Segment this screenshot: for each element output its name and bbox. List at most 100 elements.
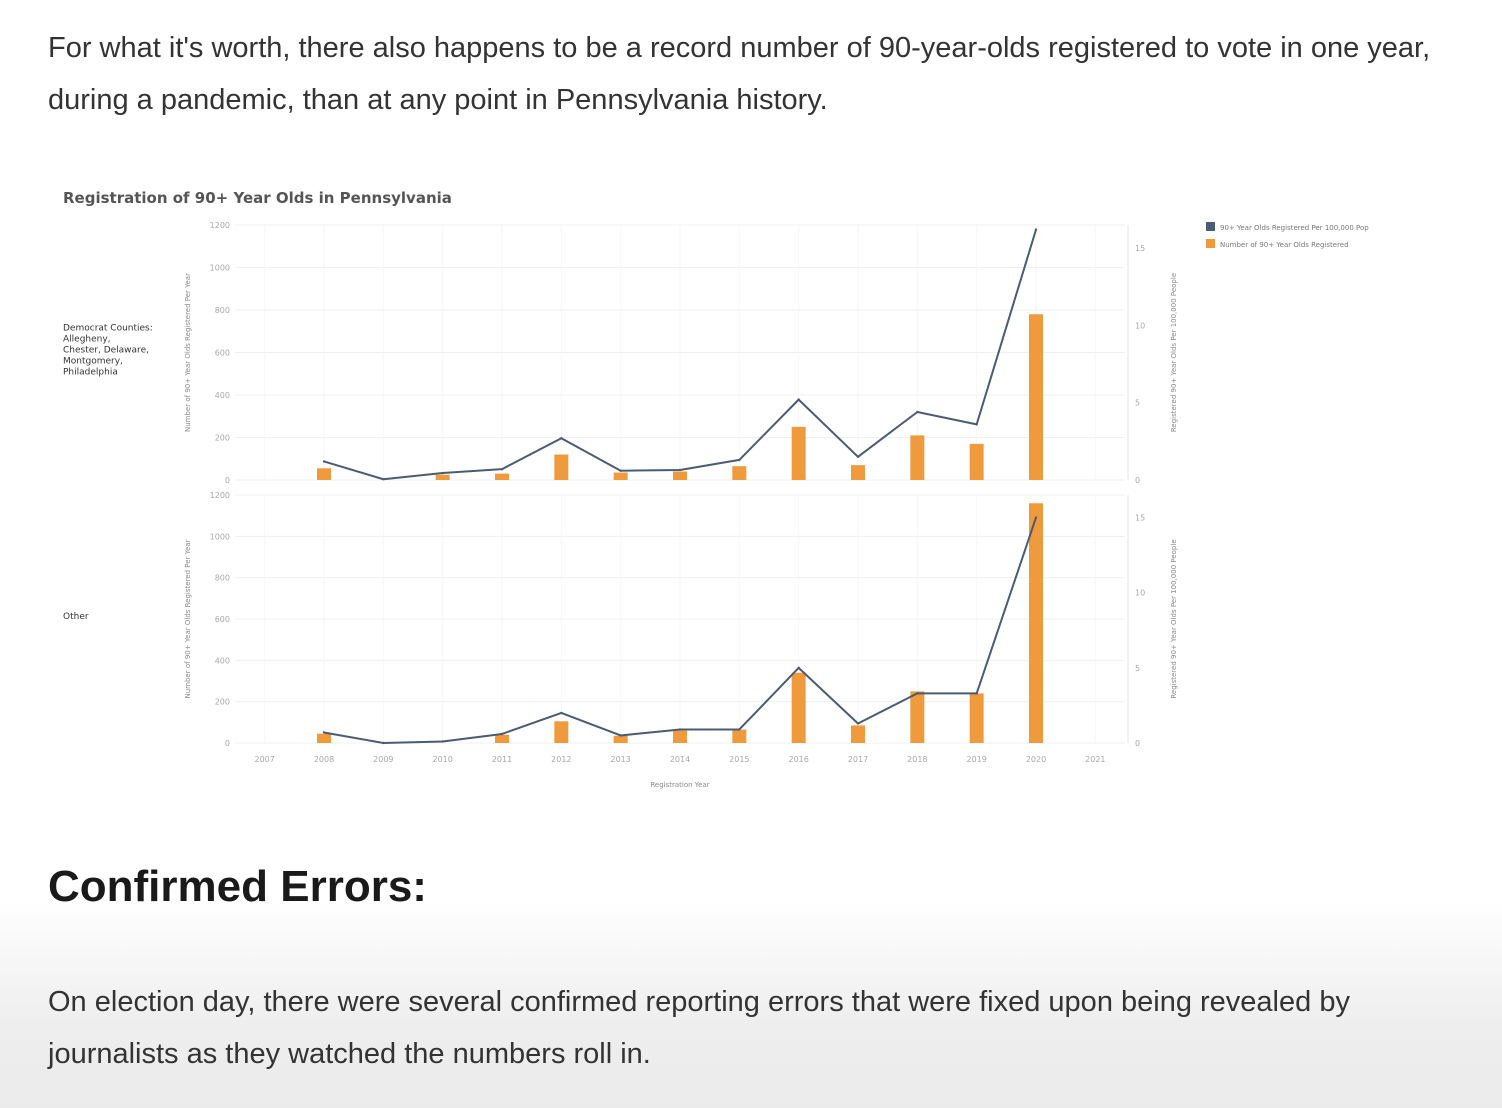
bar	[673, 730, 687, 743]
bar	[732, 729, 747, 743]
bar	[495, 473, 509, 480]
y-tick-label: 600	[215, 615, 230, 624]
panel-label: Other	[63, 612, 89, 622]
x-tick-label: 2014	[670, 755, 690, 764]
line-point	[322, 460, 326, 463]
y-tick-label: 400	[215, 391, 230, 400]
panel-label-line: Philadelphia	[63, 368, 118, 378]
bar	[910, 435, 925, 480]
bar	[1029, 503, 1043, 743]
y-tick-label: 400	[215, 656, 230, 665]
bar	[791, 426, 806, 480]
bar	[732, 466, 747, 480]
line-point	[916, 692, 919, 695]
line-point	[382, 478, 385, 481]
bar	[969, 443, 984, 480]
line-point	[916, 410, 919, 414]
bar	[613, 735, 628, 743]
legend-entry: Number of 90+ Year Olds Registered	[1220, 241, 1349, 249]
panel-label-line: Chester, Delaware,	[63, 346, 149, 356]
line-point	[560, 437, 563, 440]
bar	[1029, 314, 1043, 480]
chart-figure: Registration of 90+ Year Olds in Pennsyl…	[0, 170, 1502, 810]
panel-label: Democrat Counties: Allegheny, Chester, Del…	[63, 324, 153, 378]
bar	[673, 471, 687, 480]
line-point	[738, 728, 741, 731]
x-tick-label: 2013	[610, 755, 630, 764]
bar	[554, 721, 569, 743]
y2-axis-label: Registered 90+ Year Olds Per 100,000 Peo…	[1170, 273, 1178, 432]
line-point	[856, 722, 860, 725]
y-axis-label: Number of 90+ Year Olds Registered Per Y…	[184, 539, 192, 698]
line-point	[797, 398, 800, 401]
bottom-fade	[0, 900, 1502, 1108]
panel-label-line: Allegheny,	[63, 335, 111, 345]
y2-tick-label: 10	[1135, 321, 1145, 330]
x-tick-label: 2018	[907, 755, 927, 764]
line-point	[560, 711, 563, 715]
line-point	[441, 740, 444, 743]
x-axis-label: Registration Year	[650, 781, 709, 789]
y-tick-label: 1200	[210, 221, 230, 230]
y-tick-label: 600	[215, 349, 230, 358]
y-tick-label: 1000	[210, 532, 230, 541]
y-tick-label: 200	[215, 698, 230, 707]
chart-title: Registration of 90+ Year Olds in Pennsyl…	[63, 189, 452, 207]
line-point	[619, 734, 622, 737]
bar	[910, 691, 925, 743]
x-tick-label: 2011	[492, 755, 512, 764]
x-tick-label: 2010	[432, 755, 452, 764]
y2-tick-label: 15	[1135, 244, 1145, 253]
y-tick-label: 1000	[210, 264, 230, 273]
line-point	[382, 741, 385, 745]
bar	[495, 734, 509, 743]
bar	[851, 725, 865, 743]
panel-label-line: Democrat Counties:	[63, 324, 153, 334]
outro-paragraph: On election day, there were several conf…	[48, 986, 1350, 1070]
bar	[554, 454, 569, 480]
x-tick-label: 2021	[1085, 755, 1105, 764]
line-point	[975, 692, 978, 695]
legend-swatch-line	[1206, 222, 1215, 231]
panel-label-line: Other	[63, 612, 89, 622]
y-tick-label: 800	[215, 574, 230, 583]
legend-entry: 90+ Year Olds Registered Per 100,000 Pop	[1220, 224, 1369, 232]
bar	[851, 465, 865, 480]
chart-layer: 0 200 400 600 800 1000 1200 0 5 10 15 Number of 90+…	[63, 221, 1369, 789]
bar	[435, 474, 450, 480]
chart-svg: Registration of 90+ Year Olds in Pennsyl…	[63, 189, 1369, 789]
line-point	[619, 469, 622, 472]
bar	[969, 693, 984, 743]
line-point	[678, 468, 682, 472]
y-tick-label: 1200	[210, 491, 230, 500]
x-tick-label: 2008	[314, 755, 334, 764]
line-point	[975, 423, 978, 426]
x-tick-label: 2016	[788, 755, 808, 764]
bar	[317, 733, 331, 743]
y2-tick-label: 15	[1135, 514, 1145, 523]
y-tick-label: 0	[225, 739, 230, 748]
line-point	[441, 471, 444, 475]
legend-swatch-bar	[1206, 239, 1215, 248]
bar	[791, 672, 806, 743]
y-tick-label: 200	[215, 434, 230, 443]
y2-axis-label: Registered 90+ Year Olds Per 100,000 Peo…	[1170, 539, 1178, 698]
x-tick-label: 2012	[551, 755, 571, 764]
x-tick-label: 2009	[373, 755, 393, 764]
y-axis-label: Number of 90+ Year Olds Registered Per Y…	[184, 273, 192, 432]
y2-tick-label: 0	[1135, 739, 1140, 748]
x-tick-label: 2019	[966, 755, 986, 764]
intro-paragraph: For what it's worth, there also happens …	[48, 32, 1431, 116]
x-tick-label: 2007	[254, 755, 274, 764]
line-point	[797, 666, 800, 670]
y-tick-label: 800	[215, 306, 230, 315]
y2-tick-label: 5	[1135, 664, 1140, 673]
line-point	[1034, 228, 1038, 231]
x-tick-label: 2015	[729, 755, 749, 764]
line-point	[738, 458, 741, 462]
line-point	[500, 467, 504, 471]
y-tick-label: 0	[225, 476, 230, 485]
line-point	[678, 728, 682, 731]
x-tick-label: 2017	[848, 755, 868, 764]
line-point	[1034, 516, 1038, 519]
